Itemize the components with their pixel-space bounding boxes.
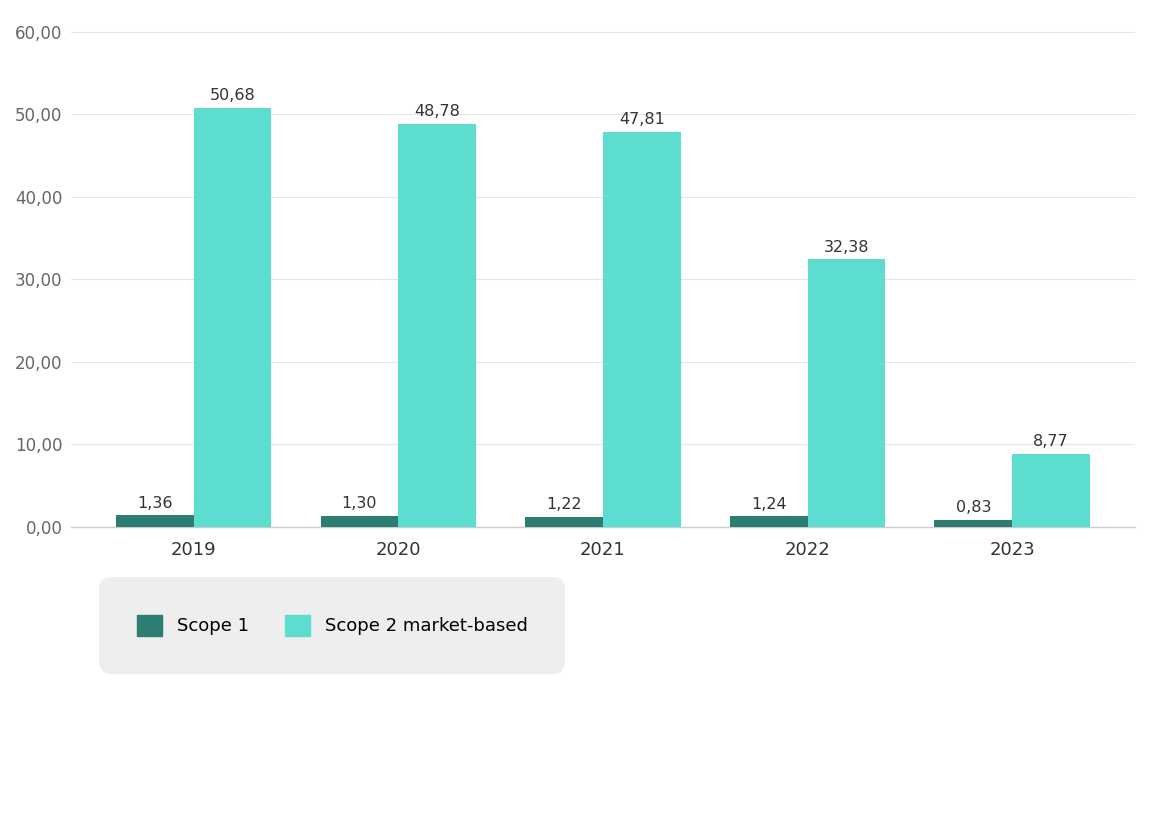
Text: 8,77: 8,77 — [1034, 435, 1068, 449]
Bar — [193, 108, 271, 527]
Text: 1,24: 1,24 — [751, 497, 787, 511]
Bar — [603, 132, 681, 527]
Bar — [116, 515, 193, 527]
Text: 32,38: 32,38 — [823, 239, 869, 255]
Bar — [526, 517, 603, 527]
Bar — [935, 520, 1012, 527]
Text: 0,83: 0,83 — [956, 500, 991, 515]
Bar — [398, 124, 476, 527]
Text: 50,68: 50,68 — [209, 89, 255, 103]
Bar — [730, 516, 807, 527]
Bar — [1012, 454, 1090, 527]
Text: 47,81: 47,81 — [619, 112, 665, 127]
Text: 1,30: 1,30 — [342, 496, 377, 511]
Bar — [807, 260, 886, 527]
Bar — [321, 516, 398, 527]
Text: 1,36: 1,36 — [137, 496, 172, 510]
Legend: Scope 1, Scope 2 market-based: Scope 1, Scope 2 market-based — [112, 589, 553, 661]
Text: 1,22: 1,22 — [546, 497, 582, 512]
Text: 48,78: 48,78 — [414, 104, 460, 119]
